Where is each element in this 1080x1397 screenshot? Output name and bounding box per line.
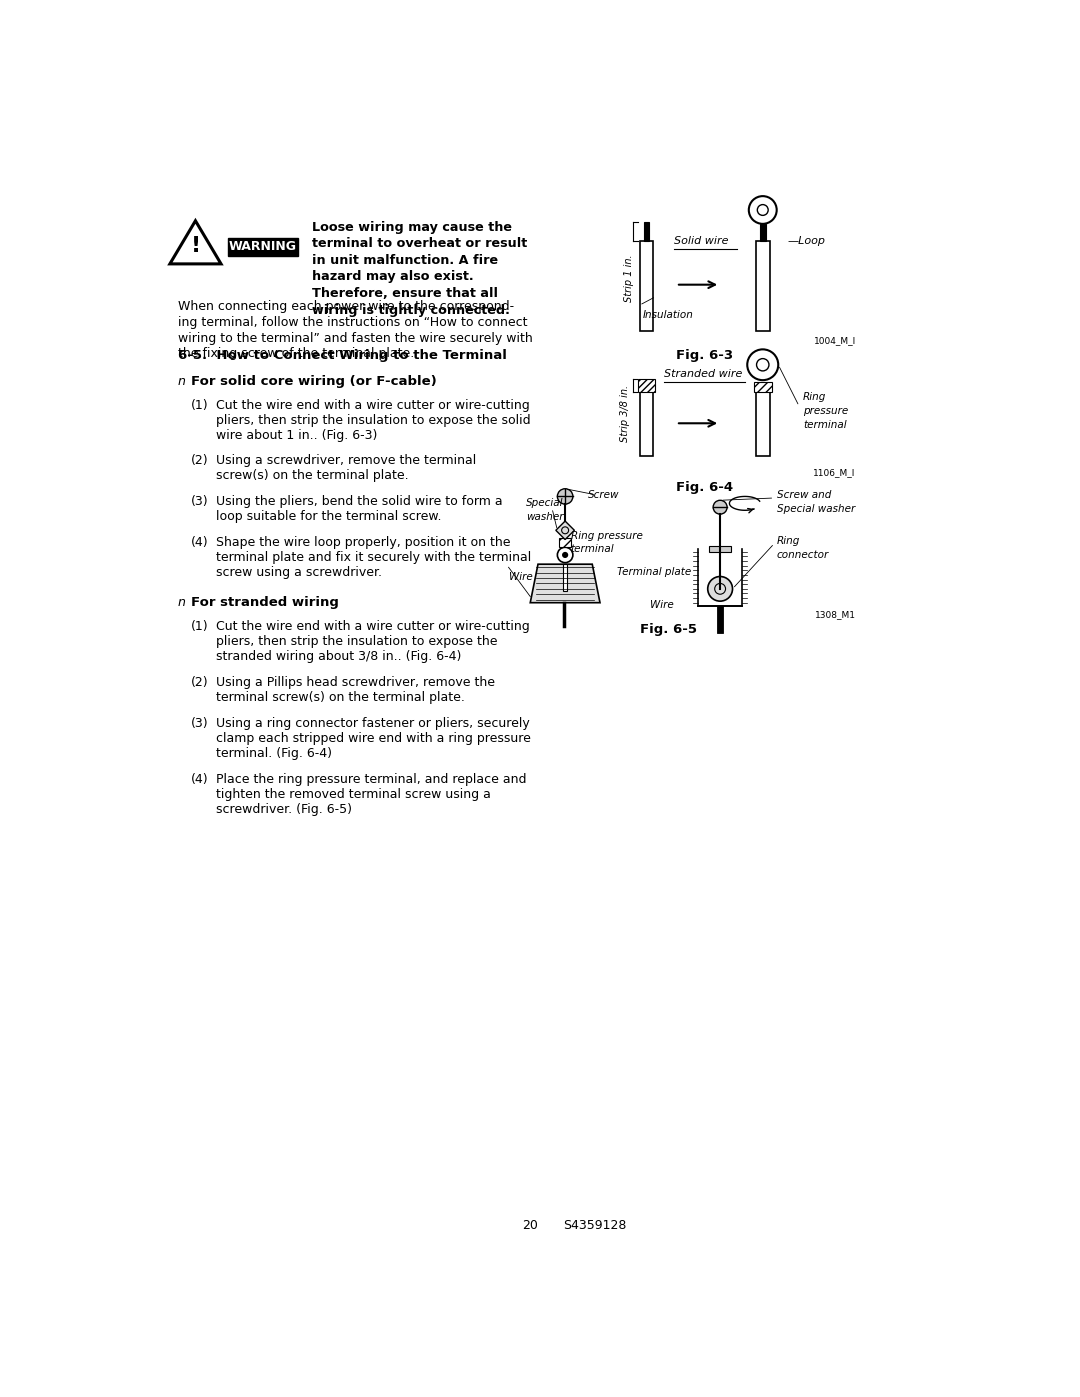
Text: Ring: Ring	[804, 393, 826, 402]
Text: pliers, then strip the insulation to expose the: pliers, then strip the insulation to exp…	[216, 636, 498, 648]
Bar	[563, 564, 567, 591]
Circle shape	[557, 489, 572, 504]
Text: terminal. (Fig. 6-4): terminal. (Fig. 6-4)	[216, 747, 333, 760]
Text: Special: Special	[526, 497, 564, 509]
Text: stranded wiring about 3/8 in.. (Fig. 6-4): stranded wiring about 3/8 in.. (Fig. 6-4…	[216, 651, 462, 664]
Polygon shape	[530, 564, 600, 602]
Text: Cut the wire end with a wire cutter or wire-cutting: Cut the wire end with a wire cutter or w…	[216, 620, 530, 633]
Text: loop suitable for the terminal screw.: loop suitable for the terminal screw.	[216, 510, 442, 524]
Text: Strip 1 in.: Strip 1 in.	[623, 254, 634, 302]
Text: ing terminal, follow the instructions on “How to connect: ing terminal, follow the instructions on…	[177, 316, 527, 328]
Bar	[717, 606, 724, 633]
Text: wiring is tightly connected.: wiring is tightly connected.	[312, 303, 510, 317]
Text: hazard may also exist.: hazard may also exist.	[312, 271, 473, 284]
Bar	[710, 546, 731, 552]
Text: in unit malfunction. A fire: in unit malfunction. A fire	[312, 254, 498, 267]
Text: When connecting each power wire to the correspond-: When connecting each power wire to the c…	[177, 300, 514, 313]
Text: Using the pliers, bend the solid wire to form a: Using the pliers, bend the solid wire to…	[216, 496, 503, 509]
Text: (4): (4)	[191, 536, 208, 549]
Bar	[639, 393, 653, 457]
Text: Special washer: Special washer	[777, 504, 855, 514]
Text: Solid wire: Solid wire	[674, 236, 728, 246]
Bar	[228, 237, 298, 256]
Text: For stranded wiring: For stranded wiring	[191, 595, 339, 609]
Text: terminal plate and fix it securely with the terminal: terminal plate and fix it securely with …	[216, 550, 531, 564]
Text: Terminal plate: Terminal plate	[617, 567, 691, 577]
Circle shape	[562, 552, 568, 557]
Text: Using a screwdriver, remove the terminal: Using a screwdriver, remove the terminal	[216, 454, 476, 468]
Text: WARNING: WARNING	[229, 240, 297, 253]
Text: 6-5.  How to Connect Wiring to the Terminal: 6-5. How to Connect Wiring to the Termin…	[177, 349, 507, 362]
Text: —Loop: —Loop	[787, 236, 825, 246]
Bar	[638, 379, 654, 393]
Text: (1): (1)	[191, 398, 208, 412]
Text: For solid core wiring (or F-cable): For solid core wiring (or F-cable)	[191, 374, 436, 388]
Text: 1106_M_I: 1106_M_I	[813, 468, 855, 476]
Text: wiring to the terminal” and fasten the wire securely with: wiring to the terminal” and fasten the w…	[177, 331, 532, 345]
Bar	[754, 381, 772, 393]
Text: Place the ring pressure terminal, and replace and: Place the ring pressure terminal, and re…	[216, 773, 527, 787]
Circle shape	[707, 577, 732, 601]
Text: n: n	[177, 374, 186, 388]
Bar	[639, 240, 653, 331]
Text: Screw and: Screw and	[777, 490, 832, 500]
Text: (3): (3)	[191, 496, 208, 509]
Text: pliers, then strip the insulation to expose the solid: pliers, then strip the insulation to exp…	[216, 414, 531, 426]
Bar	[756, 393, 770, 457]
Text: Stranded wire: Stranded wire	[663, 369, 742, 380]
Text: connector: connector	[777, 550, 829, 560]
Text: (4): (4)	[191, 773, 208, 787]
Text: wire about 1 in.. (Fig. 6-3): wire about 1 in.. (Fig. 6-3)	[216, 429, 378, 441]
Text: Insulation: Insulation	[643, 310, 693, 320]
Bar	[559, 538, 571, 548]
Text: screw(s) on the terminal plate.: screw(s) on the terminal plate.	[216, 469, 409, 482]
Text: pressure: pressure	[804, 407, 848, 416]
Text: Cut the wire end with a wire cutter or wire-cutting: Cut the wire end with a wire cutter or w…	[216, 398, 530, 412]
Text: Loose wiring may cause the: Loose wiring may cause the	[312, 221, 512, 233]
Text: Strip 3/8 in.: Strip 3/8 in.	[620, 384, 630, 441]
Text: clamp each stripped wire end with a ring pressure: clamp each stripped wire end with a ring…	[216, 732, 531, 745]
Text: 20: 20	[523, 1218, 538, 1232]
Text: (3): (3)	[191, 717, 208, 731]
Text: (1): (1)	[191, 620, 208, 633]
Text: 1004_M_I: 1004_M_I	[813, 337, 855, 345]
Text: screw using a screwdriver.: screw using a screwdriver.	[216, 566, 382, 580]
Text: Shape the wire loop properly, position it on the: Shape the wire loop properly, position i…	[216, 536, 511, 549]
Text: Wire: Wire	[650, 601, 674, 610]
Text: terminal: terminal	[570, 545, 615, 555]
Text: Using a Pillips head screwdriver, remove the: Using a Pillips head screwdriver, remove…	[216, 676, 496, 689]
Text: Fig. 6-4: Fig. 6-4	[676, 481, 733, 495]
Text: terminal to overheat or result: terminal to overheat or result	[312, 237, 527, 250]
Text: n: n	[177, 595, 186, 609]
Bar	[644, 222, 649, 240]
Text: (2): (2)	[191, 454, 208, 468]
Text: tighten the removed terminal screw using a: tighten the removed terminal screw using…	[216, 788, 491, 800]
Circle shape	[713, 500, 727, 514]
Text: terminal: terminal	[804, 420, 847, 430]
Text: terminal screw(s) on the terminal plate.: terminal screw(s) on the terminal plate.	[216, 692, 465, 704]
Text: (2): (2)	[191, 676, 208, 689]
Text: Wire: Wire	[509, 571, 532, 583]
Text: Therefore, ensure that all: Therefore, ensure that all	[312, 286, 498, 300]
Text: Fig. 6-5: Fig. 6-5	[639, 623, 697, 636]
Text: !: !	[190, 236, 201, 256]
Text: Ring pressure: Ring pressure	[570, 531, 643, 541]
Text: Using a ring connector fastener or pliers, securely: Using a ring connector fastener or plier…	[216, 717, 530, 731]
Polygon shape	[556, 521, 575, 539]
Bar	[756, 240, 770, 331]
Text: S4359128: S4359128	[563, 1218, 626, 1232]
Text: screwdriver. (Fig. 6-5): screwdriver. (Fig. 6-5)	[216, 803, 352, 816]
Bar	[760, 224, 766, 240]
Text: washer: washer	[526, 511, 564, 522]
Text: 1308_M1: 1308_M1	[814, 610, 855, 619]
Text: Fig. 6-3: Fig. 6-3	[676, 349, 733, 362]
Text: Ring: Ring	[777, 536, 800, 546]
Text: the fixing screw of the terminal plate.: the fixing screw of the terminal plate.	[177, 348, 414, 360]
Text: Screw: Screw	[589, 490, 620, 500]
